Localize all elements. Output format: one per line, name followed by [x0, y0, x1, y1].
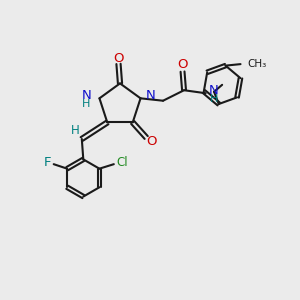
Text: H: H: [71, 124, 80, 137]
Text: O: O: [177, 58, 188, 71]
Text: O: O: [146, 135, 157, 148]
Text: N: N: [81, 89, 91, 102]
Text: O: O: [113, 52, 124, 65]
Text: F: F: [44, 156, 51, 169]
Text: H: H: [210, 94, 218, 103]
Text: N: N: [146, 89, 156, 102]
Text: H: H: [82, 99, 90, 109]
Text: Cl: Cl: [116, 156, 128, 169]
Text: N: N: [209, 84, 219, 97]
Text: CH₃: CH₃: [247, 59, 266, 69]
